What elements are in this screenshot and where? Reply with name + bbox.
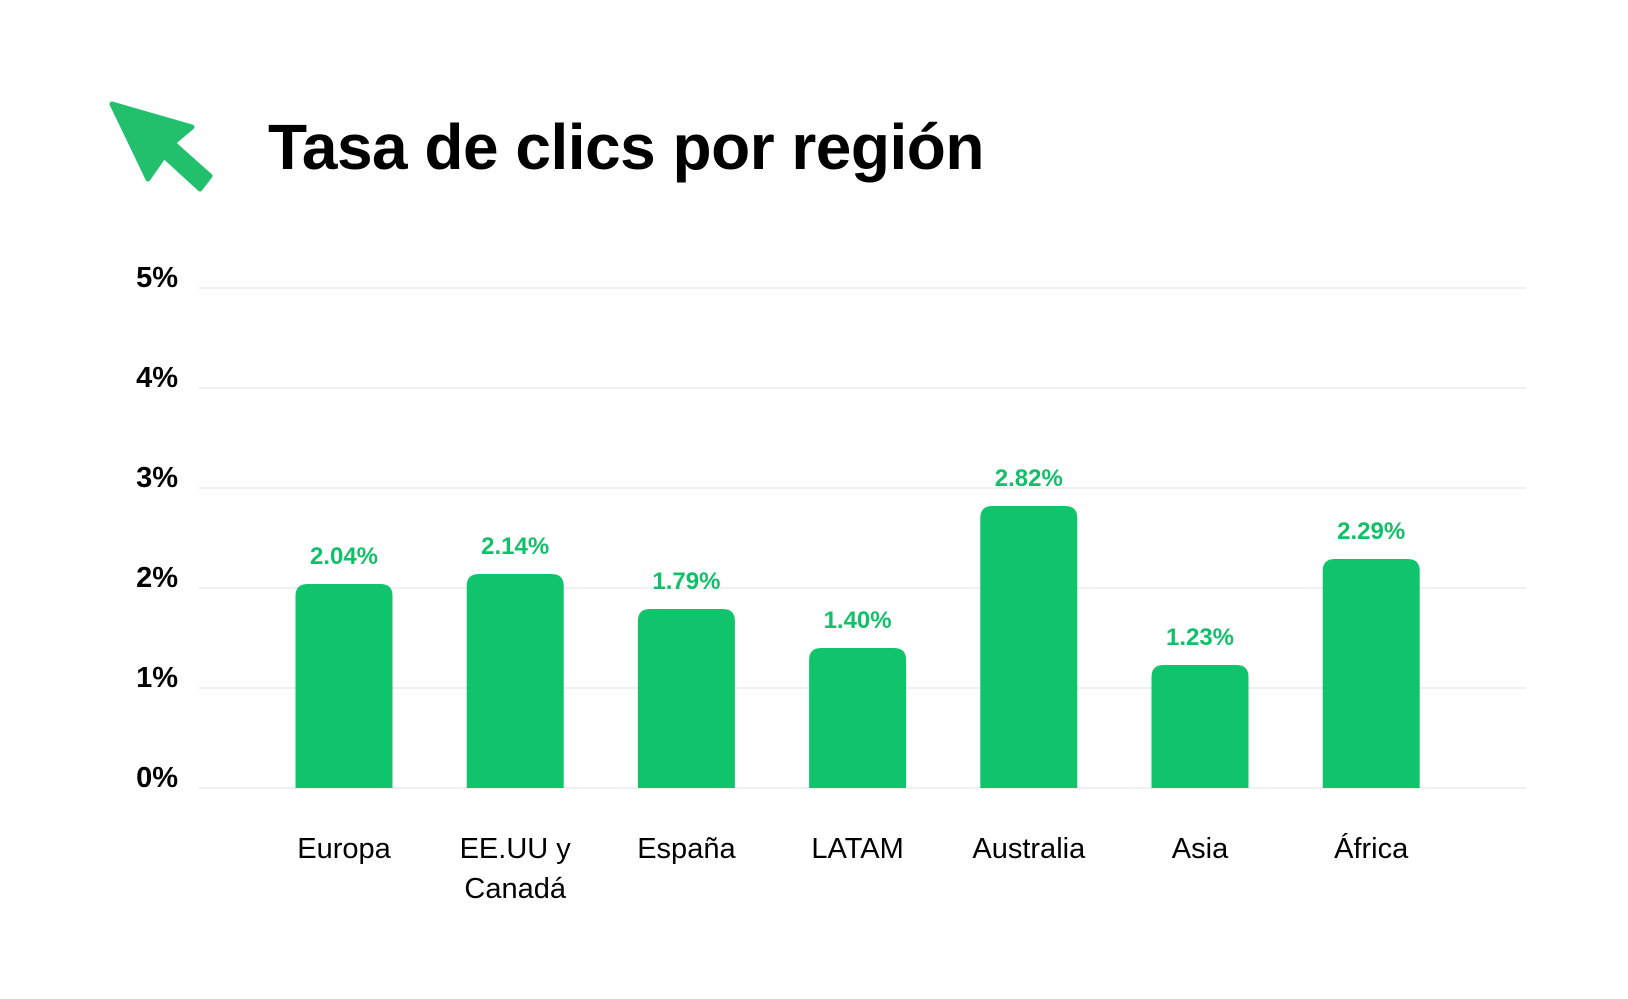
x-tick-label: Asia bbox=[1172, 833, 1229, 865]
data-label: 1.40% bbox=[824, 607, 892, 634]
x-tick-label: Europa bbox=[297, 833, 391, 865]
data-label: 2.14% bbox=[481, 533, 549, 560]
x-tick-label: EE.UU y bbox=[460, 833, 572, 865]
bar bbox=[295, 584, 393, 788]
data-label: 1.23% bbox=[1166, 624, 1234, 651]
y-tick-label: 5% bbox=[136, 262, 178, 294]
data-label: 1.79% bbox=[652, 568, 720, 595]
y-tick-label: 1% bbox=[136, 662, 178, 694]
bar bbox=[466, 574, 564, 788]
bar bbox=[637, 609, 735, 788]
cursor-arrow-icon bbox=[109, 101, 213, 192]
chart-title: Tasa de clics por región bbox=[268, 111, 984, 183]
bar bbox=[1151, 665, 1249, 788]
x-tick-label: Canadá bbox=[464, 873, 566, 905]
x-tick-label: LATAM bbox=[811, 833, 903, 865]
bar bbox=[980, 506, 1078, 788]
x-tick-label: África bbox=[1334, 832, 1409, 865]
x-tick-label: Australia bbox=[972, 833, 1086, 865]
data-label: 2.04% bbox=[310, 543, 378, 570]
bar bbox=[809, 648, 907, 788]
y-tick-label: 3% bbox=[136, 462, 178, 494]
y-tick-label: 2% bbox=[136, 562, 178, 594]
data-label: 2.82% bbox=[995, 465, 1063, 492]
bar bbox=[1322, 559, 1420, 788]
data-label: 2.29% bbox=[1337, 518, 1405, 545]
y-tick-label: 0% bbox=[136, 762, 178, 794]
y-tick-label: 4% bbox=[136, 362, 178, 394]
x-tick-label: España bbox=[637, 833, 736, 865]
